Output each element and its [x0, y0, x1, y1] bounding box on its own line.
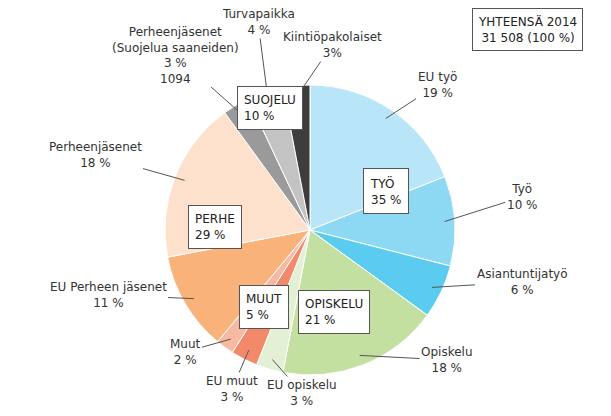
svg-text:Asiantuntijatyö6 %: Asiantuntijatyö6 % — [477, 267, 568, 297]
svg-text:Opiskelu18 %: Opiskelu18 % — [421, 345, 473, 375]
svg-text:Muut2 %: Muut2 % — [170, 337, 201, 367]
svg-text:EU työ19 %: EU työ19 % — [418, 70, 457, 100]
svg-text:SUOJELU10 %: SUOJELU10 % — [244, 93, 296, 123]
svg-text:EU muut3 %: EU muut3 % — [206, 374, 258, 404]
svg-text:OPISKELU21 %: OPISKELU21 % — [305, 297, 363, 327]
svg-text:Perheenjäsenet(Suojelua saanei: Perheenjäsenet(Suojelua saaneiden)3 %109… — [112, 25, 239, 86]
svg-text:TYÖ35 %: TYÖ35 % — [370, 175, 402, 207]
svg-text:Perheenjäsenet18 %: Perheenjäsenet18 % — [49, 140, 142, 170]
svg-text:Kiintiöpakolaiset3%: Kiintiöpakolaiset3% — [283, 30, 382, 60]
svg-text:PERHE29 %: PERHE29 % — [195, 212, 235, 242]
svg-text:MUUT5 %: MUUT5 % — [246, 292, 282, 322]
svg-text:EU Perheen jäsenet11 %: EU Perheen jäsenet11 % — [50, 280, 167, 310]
svg-text:Työ10 %: Työ10 % — [507, 182, 538, 212]
svg-text:Turvapaikka4 %: Turvapaikka4 % — [222, 7, 295, 37]
svg-text:EU opiskelu3 %: EU opiskelu3 % — [267, 378, 337, 408]
svg-text:YHTEENSÄ 201431 508 (100 %): YHTEENSÄ 201431 508 (100 %) — [478, 14, 577, 45]
